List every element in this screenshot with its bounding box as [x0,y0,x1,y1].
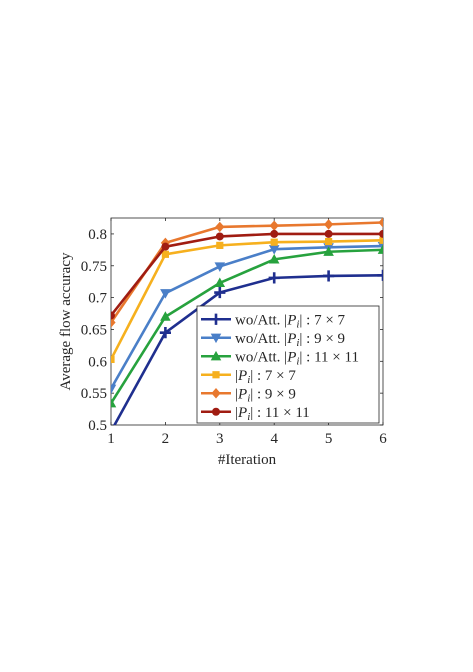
series-0 [113,269,383,425]
legend-item: wo/Att. |Pi| : 7 × 7 [201,312,346,330]
legend-item: |Pi| : 7 × 7 [201,368,296,386]
data-point [215,221,225,233]
data-point [216,241,224,249]
y-tick-label: 0.55 [81,386,107,402]
data-point [111,317,116,328]
data-point [323,246,334,256]
legend-item: wo/Att. |Pi| : 9 × 9 [201,331,345,349]
data-point [377,244,383,254]
data-point [111,311,115,320]
data-point [324,219,334,230]
y-tick-label: 0.8 [88,227,107,243]
series-line [113,274,383,425]
x-axis-label: #Iteration [218,452,277,468]
legend-label: |Pi| : 9 × 9 [235,386,296,404]
legend-marker [210,350,222,361]
data-point [268,253,280,264]
series-3 [111,236,383,363]
data-point [325,237,333,246]
data-point [270,238,278,246]
x-tick-label: 5 [325,431,333,447]
data-point [377,269,383,281]
y-tick-label: 0.5 [88,418,107,434]
series-line [111,244,383,390]
legend-item: |Pi| : 11 × 11 [201,405,310,423]
data-point [111,384,117,395]
series-2 [111,244,383,408]
legend-label: wo/Att. |Pi| : 11 × 11 [235,349,359,367]
y-axis-label: Average flow accuracy [58,252,74,390]
x-tick-label: 3 [216,431,224,447]
data-point [215,232,224,241]
x-tick-label: 4 [270,431,278,447]
legend-marker [212,371,220,379]
data-point [379,229,383,238]
data-point [324,229,333,238]
legend-label: |Pi| : 7 × 7 [235,368,296,386]
legend-label: |Pi| : 11 × 11 [235,405,310,423]
series-line [111,248,383,405]
x-tick-label: 6 [379,431,387,447]
data-point [268,272,280,284]
data-point [214,286,226,299]
data-point [159,327,171,339]
data-point [377,241,383,252]
data-point [379,236,383,244]
y-tick-label: 0.7 [88,291,107,307]
data-point [270,229,279,238]
legend-item: wo/Att. |Pi| : 11 × 11 [201,349,359,367]
y-tick-label: 0.75 [81,259,107,275]
x-tick-label: 1 [107,431,115,447]
data-point [269,220,279,231]
series-line [111,238,383,360]
legend-label: wo/Att. |Pi| : 9 × 9 [235,331,345,349]
legend-marker [211,388,221,399]
data-point [161,242,170,251]
data-point [160,289,171,299]
legend-label: wo/Att. |Pi| : 7 × 7 [235,312,346,330]
data-point [214,262,226,272]
legend-marker [210,313,222,325]
y-tick-label: 0.65 [81,322,107,338]
series-5 [111,229,383,320]
data-point [214,277,226,288]
data-point [161,250,169,258]
data-point [378,218,383,228]
legend-marker [210,333,222,344]
series-1 [111,241,383,395]
legend-item: |Pi| : 9 × 9 [201,386,296,404]
legend: wo/Att. |Pi| : 7 × 7wo/Att. |Pi| : 9 × 9… [196,305,380,424]
data-point [323,270,335,282]
data-point [111,397,117,408]
data-point [111,355,115,363]
x-tick-label: 2 [162,431,170,447]
data-point [160,311,171,321]
legend-marker [212,407,220,416]
y-tick-label: 0.6 [88,354,107,370]
legend-box [196,305,380,424]
series-line [111,232,383,317]
